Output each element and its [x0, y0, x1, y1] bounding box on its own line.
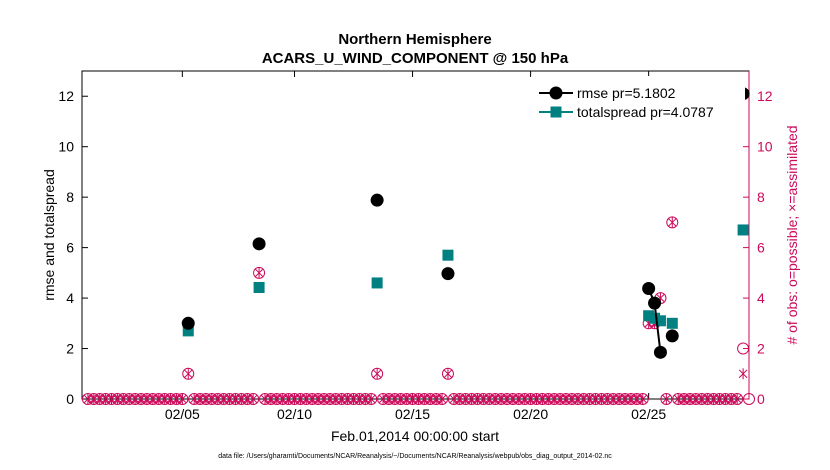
totalspread-point	[253, 281, 265, 293]
footnote: data file: /Users/gharamti/Documents/NCA…	[218, 453, 612, 460]
totalspread-point	[442, 249, 454, 261]
totalspread-series	[182, 224, 749, 337]
obs-possible-point	[737, 342, 750, 355]
y-axis-left: 0 2 4 6 8 10 12	[58, 88, 88, 407]
plot-area	[81, 70, 750, 400]
y-tick-label-left: 0	[66, 391, 74, 407]
rmse-point	[648, 296, 662, 310]
y-axis-right: 0 2 4 6 8 10 12	[743, 71, 773, 407]
y-tick-label-right: 8	[757, 189, 765, 205]
rmse-point	[441, 267, 455, 281]
y-tick-label-left: 2	[66, 341, 74, 357]
rmse-point	[370, 193, 384, 207]
rmse-point	[252, 237, 266, 251]
totalspread-point	[643, 310, 655, 322]
chart-title: Northern Hemisphere	[338, 31, 491, 48]
totalspread-point	[654, 315, 666, 327]
y-tick-label-left: 12	[58, 88, 74, 104]
x-tick-label: 02/25	[631, 406, 666, 422]
legend: rmse pr=5.1802 totalspread pr=4.0787	[531, 76, 745, 125]
chart-subtitle: ACARS_U_WIND_COMPONENT @ 150 hPa	[262, 50, 569, 67]
y-tick-label-right: 2	[757, 341, 765, 357]
totalspread-point	[371, 277, 383, 289]
legend-rmse-label: rmse pr=5.1802	[577, 85, 676, 101]
legend-spread-marker	[550, 106, 562, 118]
rmse-point	[653, 345, 667, 359]
totalspread-point	[649, 312, 661, 324]
x-tick-label: 02/15	[395, 406, 430, 422]
y-axis-label-right: # of obs: o=possible; ×=assimilated	[784, 125, 800, 344]
x-tick-label: 02/20	[513, 406, 548, 422]
x-tick-label: 02/05	[165, 406, 200, 422]
legend-spread-label: totalspread pr=4.0787	[577, 104, 714, 120]
rmse-series	[181, 87, 750, 359]
x-tick-label: 02/10	[277, 406, 312, 422]
totalspread-point	[737, 224, 749, 236]
y-tick-label-left: 6	[66, 240, 74, 256]
x-axis-label: Feb.01,2014 00:00:00 start	[331, 428, 499, 444]
rmse-point	[642, 281, 656, 295]
totalspread-point	[182, 325, 194, 337]
totalspread-point	[666, 317, 678, 329]
obs-series	[81, 216, 755, 405]
rmse-point	[665, 329, 679, 343]
y-tick-label-right: 4	[757, 290, 765, 306]
y-tick-label-right: 10	[757, 139, 773, 155]
obs-possible-point	[743, 393, 755, 405]
y-axis-label-left: rmse and totalspread	[41, 169, 57, 301]
legend-box	[531, 76, 745, 125]
y-tick-label-right: 12	[757, 88, 773, 104]
y-tick-label-right: 6	[757, 240, 765, 256]
y-tick-label-left: 8	[66, 189, 74, 205]
y-tick-label-left: 10	[58, 139, 74, 155]
legend-rmse-marker	[549, 86, 563, 100]
y-tick-label-right: 0	[757, 391, 765, 407]
rmse-point	[181, 316, 195, 330]
y-tick-label-left: 4	[66, 290, 74, 306]
